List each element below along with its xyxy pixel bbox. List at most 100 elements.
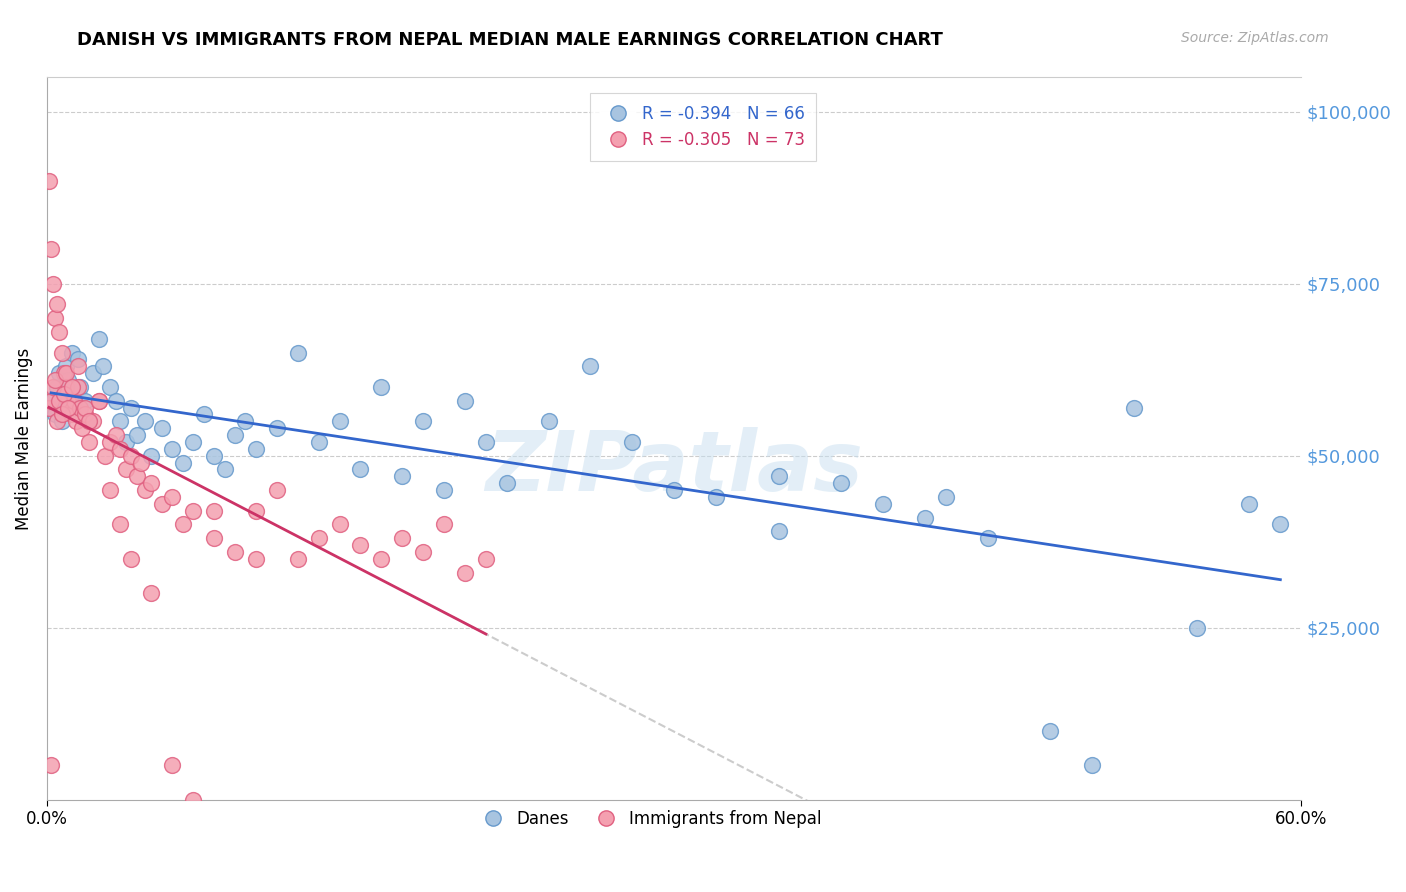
Point (60, 345, 83, 359)
Point (976, 531, 998, 545)
Point (141, 449, 163, 463)
Point (134, 414, 156, 428)
Point (370, 551, 392, 566)
Point (48, 366, 70, 380)
Point (768, 524, 790, 539)
Point (370, 380, 392, 394)
Point (108, 517, 131, 532)
Point (42, 393, 65, 408)
Point (162, 490, 184, 504)
Point (287, 551, 309, 566)
Point (48, 325, 70, 339)
Point (872, 497, 894, 511)
Point (266, 483, 288, 497)
Point (56, 393, 79, 408)
Point (349, 538, 371, 552)
Point (245, 551, 267, 566)
Point (172, 517, 194, 532)
Point (115, 462, 138, 476)
Point (69, 401, 91, 415)
Point (55, 366, 77, 380)
Point (935, 490, 957, 504)
Point (55, 359, 77, 374)
Point (69, 380, 91, 394)
Point (235, 414, 257, 428)
Point (308, 434, 330, 449)
Point (104, 393, 127, 408)
Point (1237, 497, 1260, 511)
Point (52, 386, 75, 401)
Point (77, 414, 100, 428)
Point (56, 373, 79, 387)
Point (94, 449, 117, 463)
Point (391, 531, 413, 545)
Point (1081, 758, 1104, 772)
Point (67, 352, 90, 367)
Point (495, 476, 517, 491)
Point (579, 359, 602, 374)
Point (475, 434, 498, 449)
Y-axis label: Median Male Earnings: Median Male Earnings (15, 347, 32, 530)
Point (162, 758, 184, 772)
Point (39, 758, 62, 772)
Point (63, 393, 86, 408)
Point (120, 551, 142, 566)
Point (454, 393, 477, 408)
Point (202, 531, 225, 545)
Point (202, 504, 225, 518)
Point (73, 401, 96, 415)
Point (60, 408, 83, 422)
Point (704, 490, 727, 504)
Point (39, 243, 62, 257)
Point (108, 414, 131, 428)
Point (89, 332, 111, 346)
Point (73, 408, 96, 422)
Point (621, 434, 644, 449)
Point (115, 434, 138, 449)
Point (349, 462, 371, 476)
Point (1123, 401, 1146, 415)
Point (125, 469, 148, 483)
Point (38, 173, 60, 187)
Point (433, 483, 456, 497)
Point (662, 483, 685, 497)
Point (150, 497, 173, 511)
Point (108, 442, 131, 456)
Point (89, 393, 111, 408)
Point (181, 792, 204, 806)
Point (224, 428, 246, 442)
Point (91, 359, 114, 374)
Point (89, 393, 111, 408)
Point (59, 401, 82, 415)
Point (42, 277, 65, 291)
Point (46, 414, 69, 428)
Point (475, 551, 498, 566)
Legend: Danes, Immigrants from Nepal: Danes, Immigrants from Nepal (470, 803, 828, 835)
Point (120, 401, 142, 415)
Point (65, 414, 87, 428)
Point (134, 483, 156, 497)
Point (42, 380, 65, 394)
Point (202, 449, 225, 463)
Point (55, 380, 77, 394)
Point (214, 462, 236, 476)
Point (44, 408, 66, 422)
Point (39, 401, 62, 415)
Point (129, 456, 152, 470)
Point (67, 380, 90, 394)
Point (82, 414, 104, 428)
Point (830, 476, 852, 491)
Point (51, 345, 73, 359)
Point (141, 586, 163, 600)
Point (77, 434, 100, 449)
Point (77, 414, 100, 428)
Point (329, 517, 352, 532)
Point (38, 401, 60, 415)
Point (1185, 621, 1208, 635)
Point (98, 483, 121, 497)
Point (52, 366, 75, 380)
Point (193, 408, 215, 422)
Text: Source: ZipAtlas.com: Source: ZipAtlas.com (1181, 31, 1329, 45)
Point (46, 297, 69, 311)
Point (51, 408, 73, 422)
